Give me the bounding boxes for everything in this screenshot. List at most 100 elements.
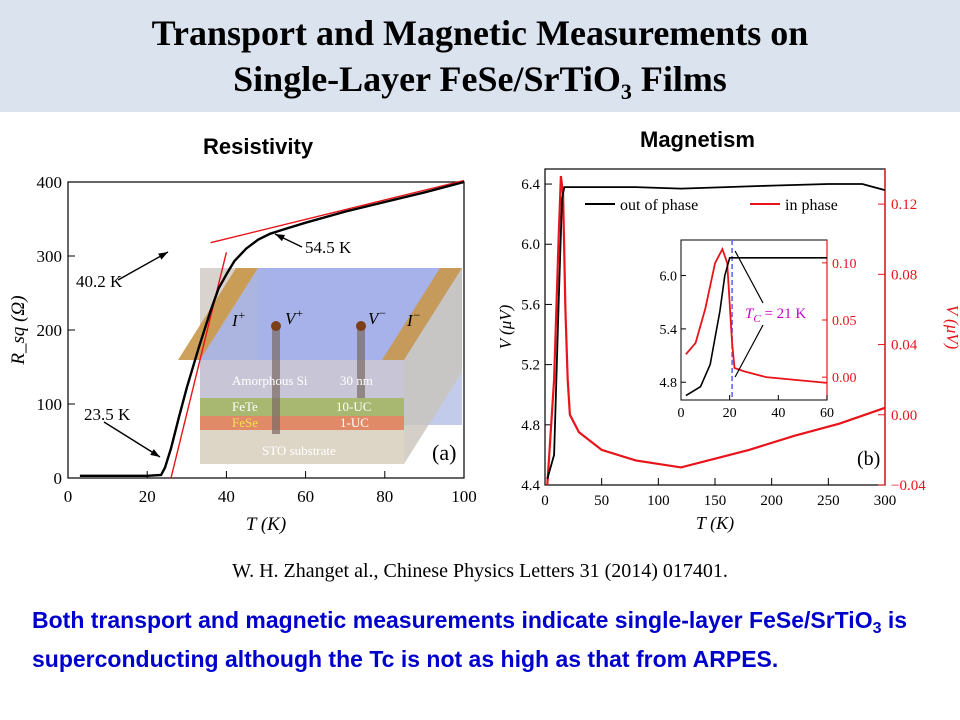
x-axis-label-b: T (K) [696,513,734,534]
y-tick-label-a: 0 [54,469,63,488]
x-tick-label-b: 50 [594,493,609,509]
electrode-right [382,268,462,360]
x-tick-label-b: 150 [704,493,727,509]
x-tick-label-b: 300 [874,493,897,509]
y-tick-label-a: 100 [37,395,63,414]
in-phase-series [546,175,886,486]
chart-b-legend: out of phase in phase [585,197,838,214]
title-line-2-post: Films [631,59,727,99]
layer-thick-si: 30 nm [340,373,373,388]
y-tick-label-b: 6.4 [521,177,540,193]
annotation-arrow-0 [103,421,161,458]
label-i-minus: I− [406,308,421,330]
legend-out-of-phase-label: out of phase [620,197,698,214]
y-right-tick-label-b: 0.00 [891,408,917,424]
inset-out-of-phase-series [685,257,827,397]
y-axis-label-a: R_sq (Ω) [8,295,29,365]
resistivity-label: Resistivity [203,134,314,159]
layer-amorphous-si [200,360,404,398]
annotation-arrowhead-2 [275,234,285,242]
y-axis-label-b: V (μV) [496,304,515,349]
title-banner [0,0,960,112]
title-line-2: Single-Layer FeSe/SrTiO3 Films [0,56,960,115]
x-tick-label-a: 60 [297,487,314,506]
label-v-plus: V+ [285,306,304,328]
electrode-left [178,268,258,360]
inset-in-phase-series [685,246,828,384]
layer-name-si: Amorphous Si [232,373,308,388]
inset-y-right-tick-label: 0.10 [832,257,857,272]
y-tick-label-a: 400 [37,173,63,192]
y-right-tick-label-b: 0.08 [891,267,917,283]
panel-b-label: (b) [857,448,880,470]
x-tick-label-a: 0 [64,487,73,506]
fit-line [210,179,465,244]
layer-name-fese: FeSe [232,415,258,430]
probe-v-plus [272,326,280,434]
inset-x-tick-label: 40 [771,406,785,421]
layer-thick-fete: 10-UC [336,399,371,414]
title-line-1: Transport and Magnetic Measurements on [151,13,809,53]
inset-x-tick-label: 20 [723,406,737,421]
y-tick-label-b: 4.4 [521,478,540,494]
inset-y-right-tick-label: 0.05 [832,314,857,329]
label-v-minus: V− [368,306,387,328]
layer-name-sto: STO substrate [262,443,336,458]
magnetism-chart: 0 50 100 150 200 250 300 4.4 4.8 5.2 5.6 6.0 6.4 −0.0… [496,157,960,535]
citation: W. H. Zhanget al., Chinese Physics Lette… [232,560,728,582]
layer-fete [200,398,404,416]
x-tick-label-b: 200 [760,493,783,509]
legend-in-phase-label: in phase [785,197,838,214]
layer-thick-fese: 1-UC [340,415,369,430]
layer-name-fete: FeTe [232,399,258,414]
annotation-2: 54.5 K [305,238,352,257]
conclusion-pre: Both transport and magnetic measurements… [32,607,873,633]
title-subscript: 3 [620,79,632,104]
annotation-1: 40.2 K [76,272,123,291]
annotation-arrowhead-1 [158,252,168,260]
y-tick-label-b: 5.6 [521,297,540,313]
layer-fese [200,416,404,430]
x-tick-label-a: 100 [451,487,477,506]
probe-v-minus [357,326,365,398]
inset-x-tick-label: 60 [820,406,834,421]
x-tick-label-b: 0 [541,493,549,509]
contact-v-plus [271,321,281,331]
y-right-axis-label-b: V (μV) [943,305,960,350]
inset-y-tick-label: 5.4 [660,323,678,338]
layer-sto [200,430,404,464]
annotation-0: 23.5 K [84,405,131,424]
y-tick-label-b: 4.8 [521,418,540,434]
x-tick-label-b: 100 [647,493,670,509]
annotation-arrowhead-0 [150,449,160,457]
annotation-arrow-1 [117,251,169,281]
out-of-phase-series [546,183,886,480]
conclusion-text: Both transport and magnetic measurements… [32,605,932,675]
contact-v-minus [356,321,366,331]
label-i-plus: I+ [231,308,246,330]
x-tick-label-a: 80 [376,487,393,506]
tc-arrow-bottom [734,324,764,378]
y-right-tick-label-b: −0.04 [891,478,926,494]
tc-arrow-top [734,250,764,304]
panel-a-label: (a) [432,440,456,465]
title-line-2-pre: Single-Layer FeSe/SrTiO [233,59,621,99]
resistivity-chart: 0 20 40 60 80 100 0 100 200 300 400 T (K) R_sq (Ω) I… [8,172,477,542]
x-tick-label-a: 40 [218,487,235,506]
conclusion-subscript: 3 [872,620,882,637]
y-right-tick-label-b: 0.04 [891,338,918,354]
y-tick-label-a: 200 [37,321,63,340]
inset-y-tick-label: 6.0 [660,270,678,285]
schematic-right-face [404,268,462,464]
y-tick-label-a: 300 [37,247,63,266]
x-tick-label-a: 20 [139,487,156,506]
x-tick-label-b: 250 [817,493,840,509]
y-right-tick-label-b: 0.12 [891,197,917,213]
inset-y-tick-label: 4.8 [660,376,678,391]
y-tick-label-b: 5.2 [521,358,540,374]
resistance-series [79,180,465,477]
inset-y-right-tick-label: 0.00 [832,371,857,386]
conclusion-post: is superconducting although the Tc is no… [32,607,908,672]
tc-label: TC = 21 K [745,306,806,325]
slide-title: Transport and Magnetic Measurements on S… [0,10,960,115]
